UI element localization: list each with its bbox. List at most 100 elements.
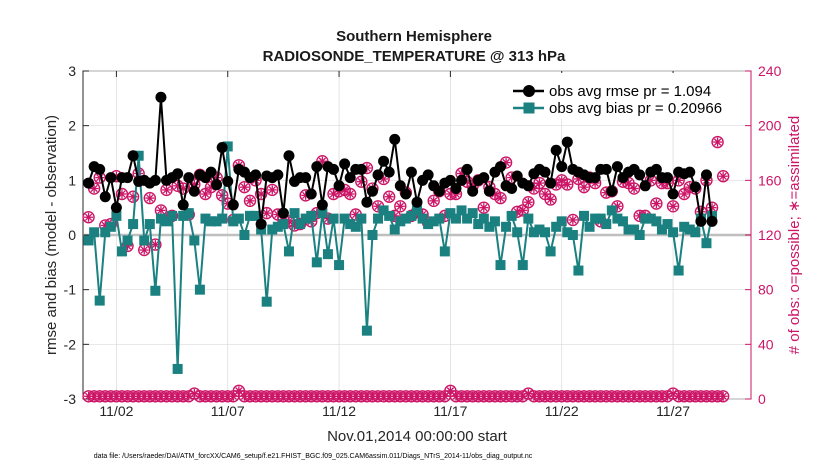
obs-possible-marker — [716, 170, 730, 183]
asterisk-stroke — [118, 190, 126, 198]
bias-marker — [239, 230, 250, 240]
rmse-marker — [361, 196, 373, 208]
bias-marker — [133, 150, 144, 161]
obs-assimilated-marker — [713, 137, 723, 147]
obs-assimilated-marker — [429, 196, 439, 206]
rmse-marker — [444, 174, 456, 186]
rmse-marker — [433, 185, 445, 197]
bias-marker — [690, 227, 701, 238]
bias-marker — [161, 216, 172, 227]
bias-marker — [517, 260, 528, 271]
asterisk-stroke — [151, 240, 160, 249]
bias-marker — [478, 213, 489, 224]
rmse-marker — [222, 175, 234, 187]
obs-possible-marker — [266, 183, 279, 197]
obs-assimilated-marker — [540, 189, 550, 199]
bias-marker — [283, 246, 294, 257]
bias-marker — [111, 210, 122, 221]
asterisk-stroke — [530, 184, 538, 193]
bias-marker — [617, 216, 628, 227]
rmse-marker — [550, 144, 562, 156]
bias-marker — [634, 230, 645, 240]
bias-marker — [105, 221, 116, 232]
y2-axis-label: # of obs: o=possible; ∗=assimilated — [786, 116, 803, 355]
bias-marker — [183, 208, 194, 219]
obs-possible-marker — [238, 180, 251, 194]
rmse-marker — [183, 172, 195, 184]
y-tick-label: -1 — [64, 282, 77, 298]
asterisk-stroke — [480, 204, 488, 212]
obs-possible-marker — [477, 201, 490, 214]
bias-marker — [428, 216, 439, 227]
rmse-marker — [394, 180, 406, 192]
bias-marker — [373, 213, 384, 224]
rmse-marker — [344, 172, 356, 184]
bias-marker — [356, 213, 367, 224]
bias-marker — [250, 210, 261, 221]
obs-possible-marker — [143, 191, 157, 205]
obs-assimilated-marker — [262, 208, 272, 218]
bias-marker — [673, 265, 684, 276]
bias-marker — [595, 213, 606, 224]
asterisk-stroke — [374, 202, 382, 210]
obs-assimilated-marker — [568, 215, 578, 225]
bias-marker — [172, 363, 183, 374]
rmse-marker — [188, 185, 200, 197]
asterisk-stroke — [630, 184, 638, 193]
obs-assimilated-marker — [200, 189, 210, 199]
obs-possible-marker — [427, 194, 440, 208]
rmse-marker — [211, 179, 223, 191]
y2-tick-label: 80 — [758, 282, 774, 298]
obs-assimilated-marker — [629, 184, 639, 194]
rmse-marker — [400, 188, 412, 200]
bias-marker — [540, 227, 551, 238]
rmse-marker — [611, 161, 623, 173]
rmse-marker — [600, 163, 612, 175]
bias-marker — [662, 219, 673, 230]
obs-assimilated-marker — [145, 193, 155, 203]
x-tick-label: 11/22 — [545, 403, 579, 419]
rmse-marker — [250, 169, 262, 181]
asterisk-stroke — [719, 392, 727, 400]
rmse-marker — [105, 172, 117, 184]
asterisk-stroke — [246, 197, 254, 205]
bias-marker — [640, 213, 651, 224]
bias-marker — [423, 219, 434, 230]
asterisk-stroke — [396, 202, 404, 210]
obs-assimilated-marker — [345, 189, 355, 199]
bias-marker — [445, 208, 456, 219]
bias-marker — [345, 219, 356, 230]
bias-marker — [155, 213, 166, 224]
rmse-marker — [706, 215, 718, 227]
obs-assimilated-marker — [245, 196, 255, 206]
obs-assimilated-marker — [139, 245, 149, 255]
bias-marker — [206, 216, 217, 227]
asterisk-stroke — [535, 179, 544, 187]
rmse-marker — [355, 163, 367, 175]
rmse-marker — [650, 163, 662, 175]
rmse-marker — [205, 166, 217, 178]
x-tick-label: 11/07 — [211, 403, 245, 419]
rmse-marker — [94, 163, 106, 175]
bias-marker — [584, 221, 595, 232]
asterisk-stroke — [519, 206, 527, 215]
rmse-marker — [227, 199, 239, 211]
rmse-marker — [662, 172, 673, 184]
bias-marker — [328, 213, 339, 224]
rmse-marker — [272, 169, 284, 181]
obs-possible-marker — [627, 182, 641, 195]
bias-marker — [551, 221, 562, 232]
rmse-marker — [283, 150, 295, 162]
legend-bias-marker — [523, 102, 535, 114]
y2-tick-label: 200 — [758, 118, 782, 134]
asterisk-stroke — [430, 197, 438, 205]
rmse-marker — [561, 136, 573, 148]
asterisk-stroke — [385, 193, 393, 201]
x-tick-label: 11/17 — [433, 403, 467, 419]
x-tick-label: 11/02 — [99, 403, 133, 419]
asterisk-stroke — [541, 190, 549, 198]
obs-bottom-possible-marker — [716, 390, 730, 403]
bias-marker — [450, 213, 461, 224]
rmse-marker — [478, 172, 490, 184]
